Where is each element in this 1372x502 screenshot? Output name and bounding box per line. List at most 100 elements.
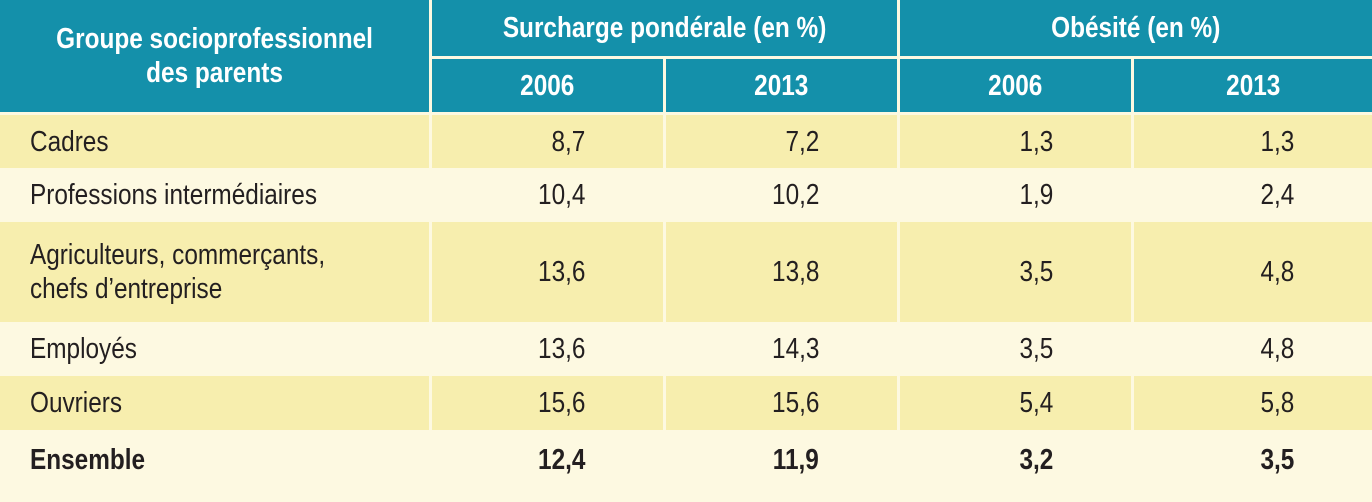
text-line: Ensemble [30, 444, 146, 476]
cell-text: 2013 [1226, 69, 1280, 103]
text-line: 5,8 [1260, 387, 1294, 419]
text-line: 3,5 [1019, 256, 1053, 288]
row-value: 3,5 [1134, 430, 1372, 490]
cell-text: Ensemble [30, 443, 145, 477]
cell-text: 13,8 [772, 255, 819, 289]
cell-text: Ouvriers [30, 386, 122, 420]
cell-text: Professions intermédiaires [30, 178, 317, 212]
text-line: 7,2 [785, 125, 819, 158]
cell-text: 7,2 [785, 125, 819, 159]
row-value: 13,6 [432, 322, 663, 376]
text-line: Agriculteurs, commerçants, [30, 239, 326, 271]
row-value: 15,6 [666, 376, 897, 430]
text-line: 2013 [1225, 69, 1281, 102]
text-line: 13,6 [537, 256, 585, 288]
row-label: Ouvriers [0, 376, 429, 430]
cell-text: 13,6 [538, 255, 585, 289]
cell-text: 11,9 [773, 443, 819, 477]
cell-text: 4,8 [1260, 255, 1294, 289]
row-value: 7,2 [666, 115, 897, 168]
row-value: 3,5 [900, 222, 1131, 322]
header-year: 2006 [432, 59, 663, 112]
cell-text: Groupe socioprofessionnel des parents [56, 22, 373, 90]
cell-text: 5,8 [1260, 386, 1294, 420]
row-value: 15,6 [432, 376, 663, 430]
text-line: Obésité (en %) [1051, 12, 1221, 44]
cell-text: 3,5 [1260, 443, 1294, 477]
text-line: 15,6 [771, 387, 819, 419]
text-line: 13,6 [537, 333, 585, 365]
row-value: 8,7 [432, 115, 663, 168]
row-value: 11,9 [666, 430, 897, 490]
row-value: 12,4 [432, 430, 663, 490]
row-label: Employés [0, 322, 429, 376]
text-line: 2006 [520, 69, 575, 102]
cell-text: 14,3 [772, 332, 819, 366]
cell-text: 2013 [754, 69, 808, 103]
text-line: 10,4 [537, 179, 585, 211]
row-value: 4,8 [1134, 222, 1372, 322]
cell-text: 1,9 [1019, 178, 1053, 212]
cell-text: 13,6 [538, 332, 585, 366]
header-group: Groupe socioprofessionnel des parents [0, 0, 429, 112]
row-value: 5,4 [900, 376, 1131, 430]
text-line: Employés [30, 333, 137, 365]
row-label: Ensemble [0, 430, 429, 490]
text-line: Cadres [30, 125, 109, 158]
cell-text: 4,8 [1260, 332, 1294, 366]
cell-text: 3,2 [1019, 443, 1053, 477]
cell-text: 3,5 [1019, 255, 1053, 289]
cell-text: 3,5 [1019, 332, 1053, 366]
row-value: 3,2 [900, 430, 1131, 490]
text-line: 3,5 [1260, 444, 1294, 476]
cell-text: 2,4 [1260, 178, 1294, 212]
header-obesite: Obésité (en %) [900, 0, 1372, 56]
cell-text: 1,3 [1019, 125, 1053, 159]
row-label: Cadres [0, 115, 429, 168]
row-value: 10,4 [432, 168, 663, 222]
row-value: 13,6 [432, 222, 663, 322]
row-value: 13,8 [666, 222, 897, 322]
text-line: 5,4 [1019, 387, 1053, 419]
text-line: 2006 [988, 69, 1043, 102]
header-surcharge: Surcharge pondérale (en %) [432, 0, 897, 56]
row-label: Agriculteurs, commerçants, chefs d’entrep… [0, 222, 429, 322]
text-line: 3,2 [1019, 444, 1053, 476]
text-line: 1,9 [1019, 179, 1053, 211]
text-line: Professions intermédiaires [30, 179, 318, 211]
row-label: Professions intermédiaires [0, 168, 429, 222]
cell-text: Employés [30, 332, 137, 366]
cell-text: 1,3 [1260, 125, 1294, 159]
text-line: 12,4 [537, 444, 585, 476]
cell-text: 2006 [520, 69, 574, 103]
header-year: 2013 [666, 59, 897, 112]
text-line: Groupe socioprofessionnel [56, 23, 373, 55]
text-line: 11,9 [772, 444, 819, 476]
text-line: 4,8 [1260, 333, 1294, 365]
row-value: 1,3 [1134, 115, 1372, 168]
header-year: 2006 [900, 59, 1131, 112]
cell-text: 8,7 [551, 125, 585, 159]
cell-text: 15,6 [538, 386, 585, 420]
cell-text: Surcharge pondérale (en %) [503, 11, 827, 45]
row-value: 14,3 [666, 322, 897, 376]
cell-text: Cadres [30, 125, 109, 159]
text-line: 13,8 [771, 256, 819, 288]
text-line: Surcharge pondérale (en %) [502, 12, 827, 44]
text-line: 1,3 [1019, 125, 1053, 158]
text-line: 15,6 [537, 387, 585, 419]
text-line: 2,4 [1260, 179, 1294, 211]
row-value: 5,8 [1134, 376, 1372, 430]
text-line: 14,3 [771, 333, 819, 365]
cell-text: 10,2 [772, 178, 819, 212]
text-line: 10,2 [771, 179, 819, 211]
cell-text: 12,4 [538, 443, 585, 477]
cell-text: 15,6 [772, 386, 819, 420]
cell-text: Obésité (en %) [1051, 11, 1220, 45]
cell-text: 2006 [988, 69, 1042, 103]
text-line: 1,3 [1260, 125, 1294, 158]
header-year: 2013 [1134, 59, 1372, 112]
cell-text: Agriculteurs, commerçants, chefs d’entrep… [30, 238, 325, 306]
text-line: Ouvriers [30, 387, 123, 419]
